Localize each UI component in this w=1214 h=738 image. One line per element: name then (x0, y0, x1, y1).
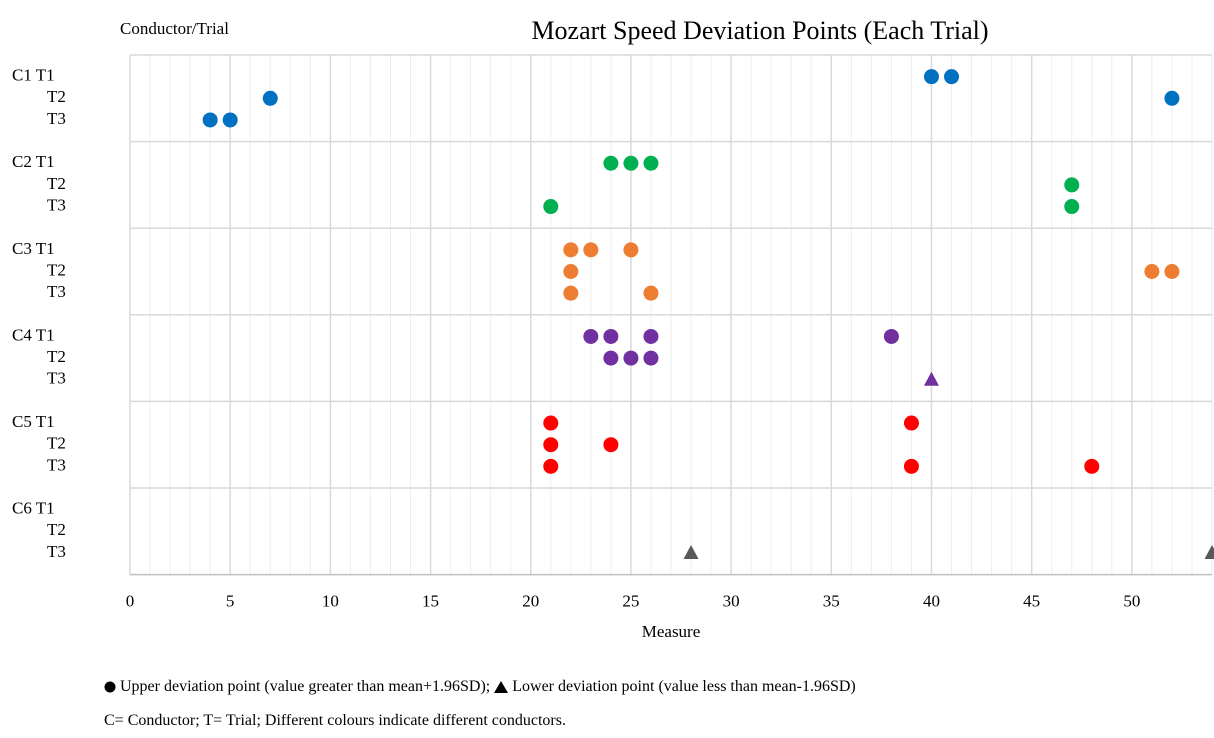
point (884, 329, 899, 344)
point (643, 329, 658, 344)
y-tick-label: C4 T1 (12, 325, 55, 344)
triangle-point (924, 372, 939, 386)
x-tick-label: 40 (923, 592, 940, 611)
y-axis-label: Conductor/Trial (120, 19, 229, 38)
point (563, 264, 578, 279)
point (944, 69, 959, 84)
point (603, 437, 618, 452)
point (904, 416, 919, 431)
point (603, 351, 618, 366)
point (543, 416, 558, 431)
chart-title: Mozart Speed Deviation Points (Each Tria… (531, 16, 988, 45)
point (904, 459, 919, 474)
point (643, 156, 658, 171)
point (1144, 264, 1159, 279)
y-tick-label: T2 (47, 260, 66, 279)
point (1064, 177, 1079, 192)
x-tick-label: 25 (622, 592, 639, 611)
point (643, 351, 658, 366)
x-tick-label: 50 (1123, 592, 1140, 611)
y-tick-label: C3 T1 (12, 239, 55, 258)
point (543, 437, 558, 452)
note: C= Conductor; T= Trial; Different colour… (104, 712, 566, 730)
point (623, 156, 638, 171)
y-tick-label: T2 (47, 434, 66, 453)
y-tick-label: C2 T1 (12, 152, 55, 171)
note: Upper deviation point (value greater tha… (120, 678, 490, 696)
x-tick-label: 10 (322, 592, 339, 611)
point (563, 242, 578, 257)
point (203, 112, 218, 127)
point (924, 69, 939, 84)
x-axis-label: Measure (642, 622, 701, 641)
point (263, 91, 278, 106)
point (223, 112, 238, 127)
x-tick-label: 35 (823, 592, 840, 611)
point (1084, 459, 1099, 474)
triangle-point (684, 545, 699, 559)
note: Lower deviation point (value less than m… (512, 678, 855, 696)
x-tick-label: 30 (723, 592, 740, 611)
y-tick-label: C6 T1 (12, 499, 55, 518)
y-tick-label: T2 (47, 347, 66, 366)
note-line: Upper deviation point (value greater tha… (104, 670, 856, 704)
y-tick-label: T2 (47, 520, 66, 539)
point (623, 351, 638, 366)
chart: Mozart Speed Deviation Points (Each Tria… (0, 0, 1214, 665)
point (603, 329, 618, 344)
point (623, 242, 638, 257)
point (583, 242, 598, 257)
circle-icon (104, 681, 116, 693)
y-tick-label: C1 T1 (12, 66, 55, 85)
y-tick-label: T3 (47, 109, 66, 128)
triangle-point (1205, 545, 1214, 559)
x-tick-label: 20 (522, 592, 539, 611)
point (643, 286, 658, 301)
x-tick-label: 5 (226, 592, 235, 611)
point (1164, 91, 1179, 106)
y-tick-label: T3 (47, 195, 66, 214)
y-tick-label: C5 T1 (12, 412, 55, 431)
point (563, 286, 578, 301)
note-line: C= Conductor; T= Trial; Different colour… (104, 704, 856, 738)
y-tick-label: T2 (47, 87, 66, 106)
triangle-icon (494, 681, 508, 693)
notes: Upper deviation point (value greater tha… (104, 670, 856, 738)
y-tick-label: T3 (47, 282, 66, 301)
point (583, 329, 598, 344)
point (543, 459, 558, 474)
point (603, 156, 618, 171)
y-tick-label: T2 (47, 174, 66, 193)
point (543, 199, 558, 214)
y-tick-label: T3 (47, 542, 66, 561)
y-tick-label: T3 (47, 369, 66, 388)
x-tick-label: 0 (126, 592, 135, 611)
x-tick-label: 45 (1023, 592, 1040, 611)
point (1064, 199, 1079, 214)
x-tick-label: 15 (422, 592, 439, 611)
y-tick-label: T3 (47, 455, 66, 474)
point (1164, 264, 1179, 279)
